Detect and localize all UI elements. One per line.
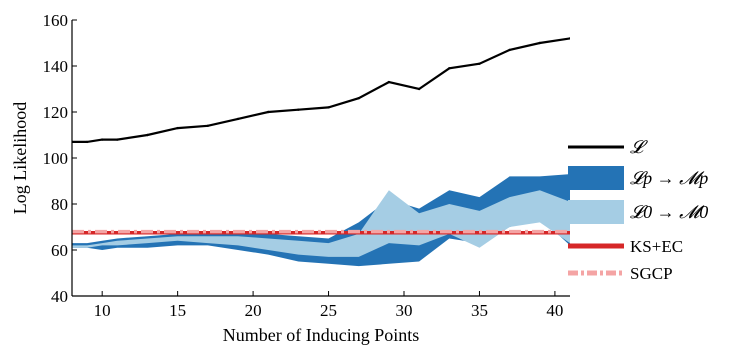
legend-band-swatch bbox=[568, 200, 624, 224]
likelihood-point bbox=[236, 117, 240, 121]
likelihood-point bbox=[327, 106, 330, 109]
y-tick-label: 120 bbox=[43, 103, 69, 122]
likelihood-point bbox=[100, 138, 104, 141]
likelihood-point bbox=[538, 41, 542, 45]
y-tick-label: 160 bbox=[43, 11, 69, 30]
y-tick-label: 100 bbox=[43, 149, 69, 168]
likelihood-point bbox=[297, 108, 300, 111]
likelihood-point bbox=[508, 48, 511, 52]
legend-band-swatch bbox=[568, 166, 624, 190]
likelihood-point bbox=[206, 124, 210, 128]
legend-label: SGCP bbox=[630, 264, 673, 283]
y-tick-label: 80 bbox=[51, 195, 68, 214]
likelihood-point bbox=[387, 80, 391, 84]
likelihood-point bbox=[85, 140, 89, 144]
ticks: 40 60 80 100 120 140 160 10 15 20 25 30 35 40 bbox=[43, 11, 564, 320]
likelihood-point bbox=[568, 37, 570, 40]
likelihood-point bbox=[448, 67, 451, 70]
x-tick-label: 35 bbox=[471, 301, 488, 320]
y-axis-title: Log Likelihood bbox=[10, 102, 30, 214]
x-axis-title: Number of Inducing Points bbox=[223, 325, 419, 345]
x-tick-label: 20 bbox=[245, 301, 262, 320]
x-tick-label: 10 bbox=[94, 301, 111, 320]
x-tick-label: 40 bbox=[546, 301, 563, 320]
x-tick-label: 15 bbox=[169, 301, 186, 320]
y-tick-label: 40 bbox=[51, 287, 68, 306]
legend-label: 𝓛0 → 𝓜0 bbox=[630, 202, 708, 222]
y-tick-label: 60 bbox=[51, 241, 68, 260]
x-tick-label: 25 bbox=[320, 301, 337, 320]
band-series-2 bbox=[72, 190, 570, 257]
likelihood-point bbox=[417, 87, 421, 91]
band-series-1 bbox=[72, 174, 570, 267]
x-tick-label: 30 bbox=[396, 301, 413, 320]
likelihood-point bbox=[266, 110, 270, 114]
likelihood-point bbox=[146, 133, 149, 137]
legend-label: 𝓛p → 𝓜p bbox=[630, 168, 708, 188]
legend-label: 𝓛 bbox=[630, 137, 648, 157]
likelihood-point bbox=[116, 138, 119, 141]
legend: 𝓛 𝓛p → 𝓜p 𝓛0 → 𝓜0 KS+EC SGCP bbox=[568, 137, 708, 283]
legend-label: KS+EC bbox=[630, 237, 683, 256]
likelihood-point bbox=[478, 62, 481, 65]
likelihood-line bbox=[72, 37, 570, 143]
plot-area bbox=[72, 37, 570, 267]
likelihood-point bbox=[357, 97, 360, 100]
likelihood-point bbox=[176, 126, 179, 130]
y-tick-label: 140 bbox=[43, 57, 69, 76]
